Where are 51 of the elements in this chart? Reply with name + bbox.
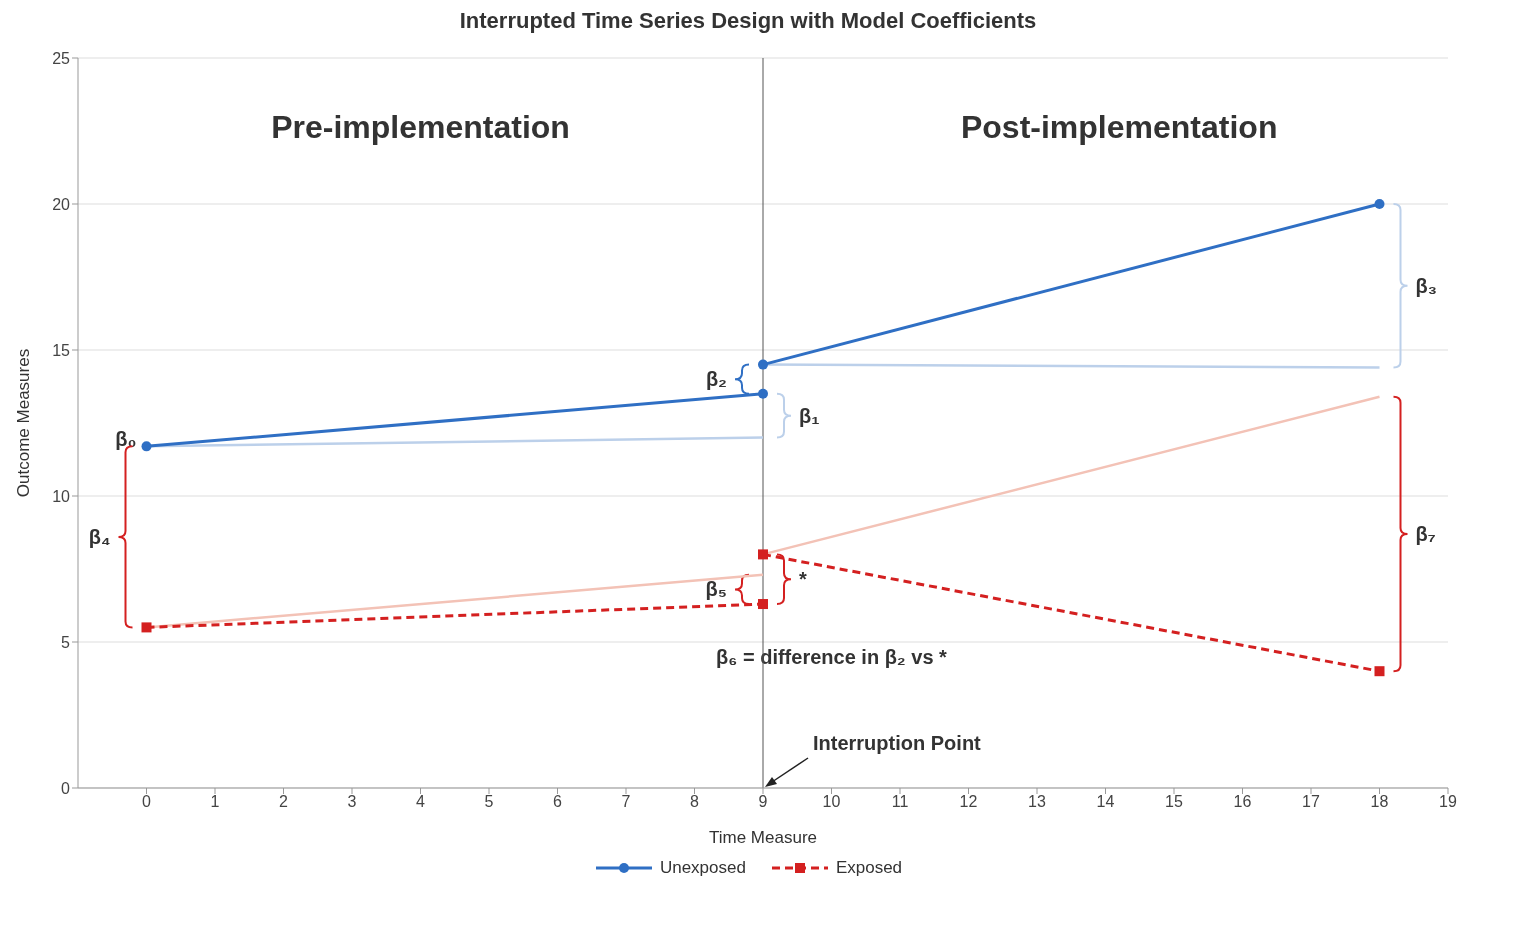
annotation: * [799,568,807,591]
point [1374,199,1385,209]
x-tick-label: 17 [1302,793,1320,811]
annotation: β₂ [705,368,727,391]
x-tick-label: 10 [822,793,841,811]
point [141,622,152,633]
y-tick-label: 0 [61,779,71,797]
x-tick-label: 7 [621,793,631,811]
annotation: β₀ [115,428,137,451]
legend-label: Exposed [835,858,903,878]
y-tick-label: 20 [52,195,71,213]
legend-label: Unexposed [659,858,746,878]
y-axis-title: Outcome Measures [14,348,34,498]
point [758,388,768,399]
point [758,359,768,370]
x-tick-label: 15 [1165,793,1183,811]
x-tick-label: 19 [1439,793,1457,811]
annotation: β₅ [705,578,727,601]
annotation: β₃ [1415,274,1437,297]
x-tick-label: 1 [210,793,220,811]
x-tick-label: 9 [758,793,768,811]
x-tick-label: 4 [416,793,426,811]
x-tick-label: 12 [959,793,978,811]
annotation: Pre-implementation [271,109,570,146]
x-tick-label: 14 [1096,793,1115,811]
chart-title: Interrupted Time Series Design with Model Coefficients [458,8,1038,34]
annotation: β₄ [88,525,111,548]
point [141,441,152,452]
annotation: Interruption Point [813,732,982,754]
annotation: β₆ = difference in β₂ vs * [716,645,948,668]
annotation: Post-implementation [960,109,1278,146]
point [758,549,768,560]
x-tick-label: 11 [891,793,909,811]
x-tick-label: 0 [142,793,152,811]
point [1374,666,1385,677]
x-tick-label: 6 [553,793,563,811]
annotation: β₁ [799,404,820,427]
x-tick-label: 3 [347,793,357,811]
x-tick-label: 5 [484,793,494,811]
y-tick-label: 15 [52,341,71,359]
x-axis-title: Time Measure [708,828,818,847]
x-tick-label: 2 [279,793,289,811]
y-tick-label: 25 [52,49,71,67]
x-tick-label: 18 [1370,793,1389,811]
y-tick-label: 10 [52,487,71,505]
point [758,599,768,610]
x-tick-label: 13 [1028,793,1046,811]
x-tick-label: 8 [690,793,700,811]
x-tick-label: 16 [1233,793,1252,811]
annotation: β₇ [1415,522,1436,545]
y-tick-label: 5 [61,633,71,651]
